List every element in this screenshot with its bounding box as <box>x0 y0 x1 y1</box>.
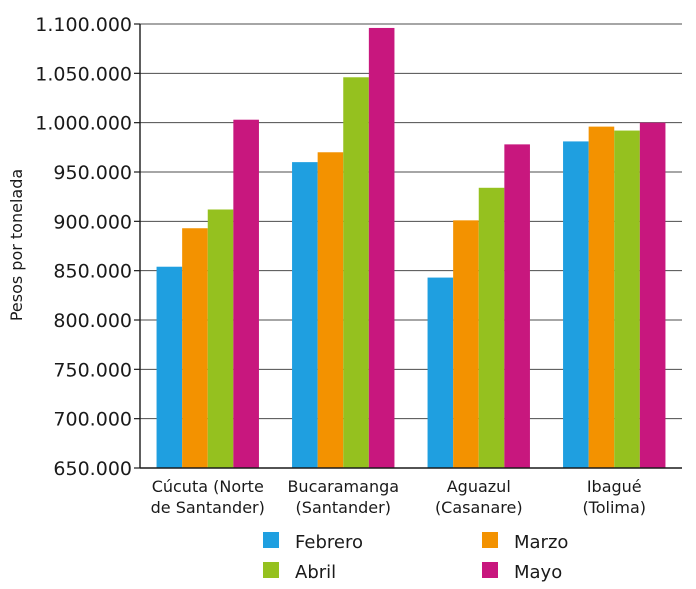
bar <box>233 119 259 468</box>
legend-label: Febrero <box>295 532 363 553</box>
legend-swatch <box>482 562 498 578</box>
y-tick-label: 750.000 <box>53 359 132 381</box>
bar <box>368 27 395 469</box>
bar <box>207 209 234 468</box>
bar <box>563 141 589 468</box>
axes <box>134 23 682 469</box>
legend: Febrero Marzo Abril Mayo <box>263 532 568 583</box>
y-tick-label: 650.000 <box>53 458 132 480</box>
x-category-label: Cúcuta (Norte <box>152 477 264 496</box>
legend-label: Abril <box>295 562 336 583</box>
legend-swatch <box>263 562 279 578</box>
y-tick-label: 700.000 <box>53 409 132 431</box>
x-category-label: (Santander) <box>296 498 391 517</box>
bar <box>427 277 454 468</box>
y-tick-label: 800.000 <box>53 310 132 332</box>
y-axis-title: Pesos por tonelada <box>7 169 26 321</box>
bar <box>453 220 479 468</box>
bar <box>156 266 183 468</box>
x-category-label: Aguazul <box>447 477 511 496</box>
legend-label: Marzo <box>514 532 568 553</box>
bar <box>292 162 318 468</box>
bar <box>343 77 369 468</box>
bar <box>317 152 344 468</box>
y-tick-label: 1.050.000 <box>35 63 132 85</box>
legend-label: Mayo <box>514 562 562 583</box>
bar <box>478 187 505 468</box>
y-tick-label: 950.000 <box>53 162 132 184</box>
legend-swatch <box>263 532 279 548</box>
x-category-label: de Santander) <box>151 498 265 517</box>
bar <box>504 144 530 468</box>
bar <box>614 130 640 468</box>
x-category-labels: Cúcuta (Norte de Santander) Bucaramanga (Sa… <box>151 477 646 517</box>
y-tick-label: 850.000 <box>53 261 132 283</box>
y-tick-label: 1.100.000 <box>35 14 132 36</box>
x-category-label: (Tolima) <box>582 498 646 517</box>
x-category-label: Ibagué <box>587 477 642 496</box>
bar <box>588 126 615 468</box>
x-category-label: (Casanare) <box>435 498 523 517</box>
bars <box>156 27 666 469</box>
y-tick-label: 1.000.000 <box>35 113 132 135</box>
bar <box>639 122 666 469</box>
y-tick-labels: 650.000 700.000 750.000 800.000 850.000 900.0… <box>35 14 132 480</box>
x-category-label: Bucaramanga <box>287 477 399 496</box>
bar <box>182 228 208 468</box>
legend-swatch <box>482 532 498 548</box>
y-tick-label: 900.000 <box>53 211 132 233</box>
